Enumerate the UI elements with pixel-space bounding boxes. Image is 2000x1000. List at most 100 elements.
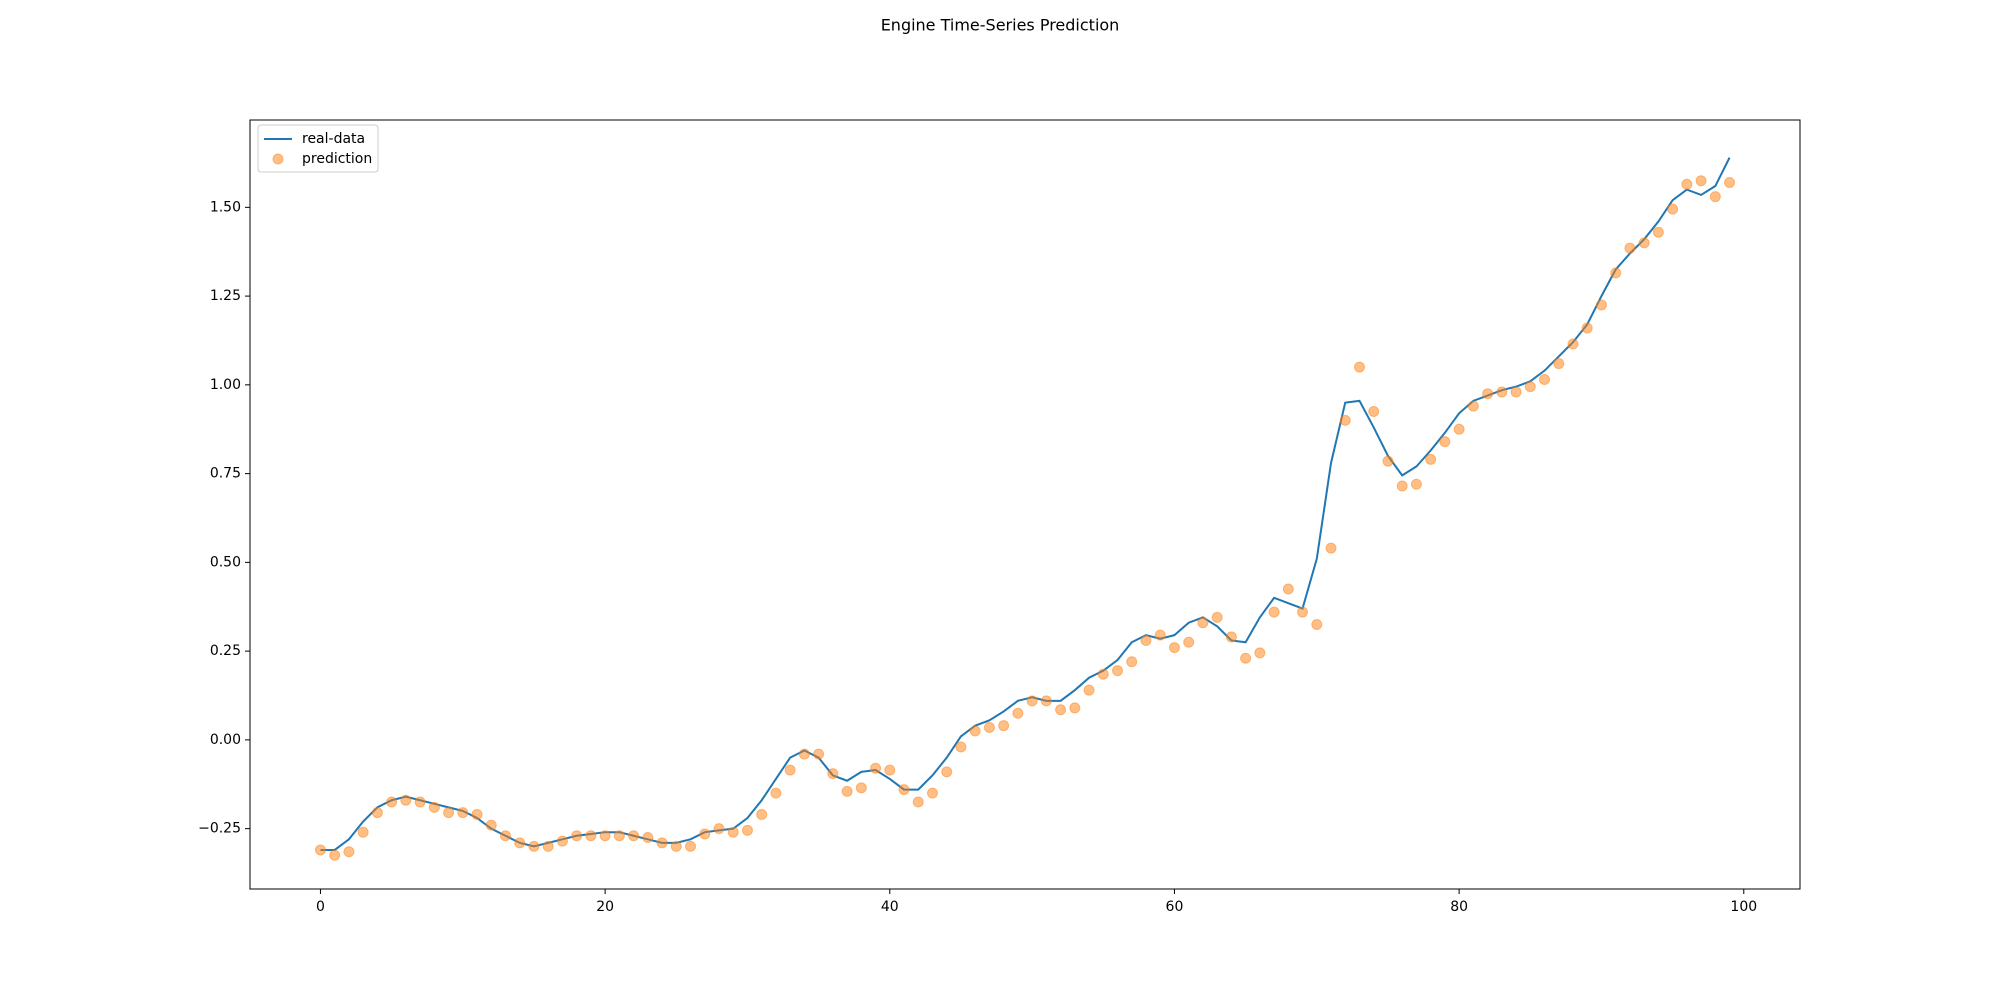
data-point	[841, 785, 853, 797]
data-point	[1140, 634, 1152, 646]
data-point	[1055, 704, 1067, 716]
y-tick-label: 0.25	[210, 643, 241, 659]
data-point	[1425, 453, 1437, 465]
data-point	[357, 826, 369, 838]
data-point	[613, 830, 625, 842]
data-point	[912, 796, 924, 808]
data-line	[320, 157, 1731, 851]
data-point	[1652, 226, 1664, 238]
data-point	[585, 830, 597, 842]
data-point	[1339, 414, 1351, 426]
data-point	[855, 782, 867, 794]
data-point	[1225, 631, 1237, 643]
data-point	[428, 801, 440, 813]
data-point	[1154, 629, 1166, 641]
data-point	[1581, 322, 1593, 334]
chart-title: Engine Time-Series Prediction	[881, 16, 1120, 35]
data-point	[1681, 178, 1693, 190]
data-point	[542, 840, 554, 852]
data-point	[713, 823, 725, 835]
data-point	[1268, 606, 1280, 618]
data-point	[1197, 617, 1209, 629]
data-point	[955, 741, 967, 753]
data-point	[1069, 702, 1081, 714]
data-point	[642, 832, 654, 844]
data-point	[599, 830, 611, 842]
data-point	[941, 766, 953, 778]
data-point	[798, 748, 810, 760]
data-point	[1695, 175, 1707, 187]
data-point	[926, 787, 938, 799]
data-point	[1439, 436, 1451, 448]
data-point	[1083, 684, 1095, 696]
data-point	[1012, 707, 1024, 719]
data-point	[969, 725, 981, 737]
data-point	[1553, 358, 1565, 370]
y-tick-label: 0.50	[210, 554, 241, 570]
data-point	[670, 840, 682, 852]
data-point	[884, 764, 896, 776]
data-point	[870, 762, 882, 774]
data-point	[1040, 695, 1052, 707]
legend-label: real-data	[302, 131, 365, 147]
y-tick-label: 0.75	[210, 466, 241, 482]
plot-frame	[249, 119, 1801, 890]
data-point	[371, 807, 383, 819]
x-tick-label: 60	[1166, 899, 1184, 915]
data-point	[1211, 611, 1223, 623]
data-point	[1368, 405, 1380, 417]
data-point	[813, 748, 825, 760]
data-point	[1667, 203, 1679, 215]
data-point	[400, 794, 412, 806]
data-point	[1254, 647, 1266, 659]
data-point	[727, 826, 739, 838]
data-point	[1311, 619, 1323, 631]
data-point	[329, 849, 341, 861]
data-point	[1282, 583, 1294, 595]
x-tick-label: 80	[1450, 899, 1468, 915]
data-point	[499, 830, 511, 842]
data-point	[556, 835, 568, 847]
data-point	[1325, 542, 1337, 554]
y-tick-label: 1.25	[210, 288, 241, 304]
data-point	[983, 721, 995, 733]
data-point	[1453, 423, 1465, 435]
data-point	[485, 819, 497, 831]
y-tick-label: 0.00	[210, 732, 241, 748]
data-point	[1524, 381, 1536, 393]
data-point	[514, 837, 526, 849]
data-point	[1112, 665, 1124, 677]
data-point	[1183, 636, 1195, 648]
data-point	[1097, 668, 1109, 680]
x-tick-label: 40	[881, 899, 899, 915]
data-point	[770, 787, 782, 799]
data-point	[1496, 386, 1508, 398]
data-point	[343, 846, 355, 858]
data-point	[699, 828, 711, 840]
data-point	[1353, 361, 1365, 373]
data-point	[571, 830, 583, 842]
data-point	[414, 796, 426, 808]
data-point	[528, 840, 540, 852]
data-point	[1510, 386, 1522, 398]
legend-box	[257, 124, 379, 173]
data-point	[1297, 606, 1309, 618]
legend-label: prediction	[302, 151, 372, 167]
data-point	[784, 764, 796, 776]
data-point	[1610, 267, 1622, 279]
data-point	[471, 808, 483, 820]
data-point	[386, 796, 398, 808]
data-point	[756, 808, 768, 820]
data-point	[1567, 338, 1579, 350]
x-tick-label: 20	[596, 899, 614, 915]
data-point	[1396, 480, 1408, 492]
data-point	[1382, 455, 1394, 467]
x-tick-label: 100	[1730, 899, 1757, 915]
data-point	[1410, 478, 1422, 490]
data-point	[314, 844, 326, 856]
data-point	[1240, 652, 1252, 664]
data-point	[1724, 176, 1736, 188]
data-point	[898, 784, 910, 796]
data-point	[1595, 299, 1607, 311]
